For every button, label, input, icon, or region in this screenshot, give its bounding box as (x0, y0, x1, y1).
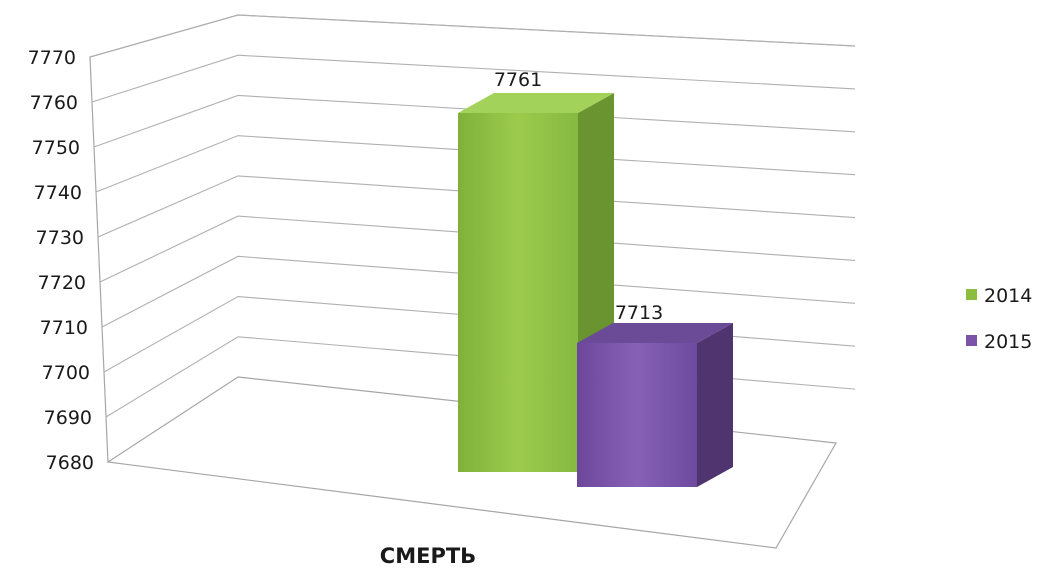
legend-swatch-2015 (966, 335, 977, 346)
y-tick-label: 7770 (28, 47, 76, 69)
gridline (89, 14, 856, 58)
gridline (101, 255, 856, 328)
bar-front-2014 (458, 113, 578, 472)
floor-outline (106, 376, 837, 549)
y-tick-label: 7710 (40, 317, 88, 339)
gridlines (89, 14, 856, 418)
legend-label-2015: 2015 (984, 331, 1032, 353)
gridline (91, 54, 856, 103)
y-tick-label: 7760 (30, 92, 78, 114)
gridline (93, 94, 856, 148)
data-label-2015: 7713 (615, 302, 663, 324)
y-axis-ticks: 7680 7690 7700 7710 7720 7730 7740 7750 7760 7770 (28, 47, 94, 474)
y-tick-label: 7700 (42, 362, 90, 384)
legend: 2014 2015 (966, 285, 1032, 353)
legend-swatch-2014 (966, 289, 977, 300)
bar-side-2015 (697, 323, 733, 487)
legend-item-2014: 2014 (966, 285, 1032, 307)
y-tick-label: 7740 (34, 182, 82, 204)
y-tick-label: 7720 (38, 272, 86, 294)
bar-top-2014 (458, 93, 614, 113)
y-tick-label: 7690 (44, 407, 92, 429)
gridline (97, 175, 856, 238)
legend-item-2015: 2015 (966, 331, 1032, 353)
y-tick-label: 7750 (32, 137, 80, 159)
bars (458, 93, 733, 487)
gridline (99, 215, 856, 283)
y-tick-label: 7680 (46, 452, 94, 474)
gridline (95, 135, 856, 193)
bar-front-2015 (577, 343, 697, 487)
data-label-2014: 7761 (494, 69, 542, 91)
data-labels: 7761 7713 (494, 69, 663, 324)
legend-label-2014: 2014 (984, 285, 1032, 307)
y-tick-label: 7730 (36, 227, 84, 249)
bar-top-2015 (577, 323, 733, 343)
x-axis-category-label: СМЕРТЬ (380, 544, 476, 568)
bar-2015 (577, 323, 733, 487)
